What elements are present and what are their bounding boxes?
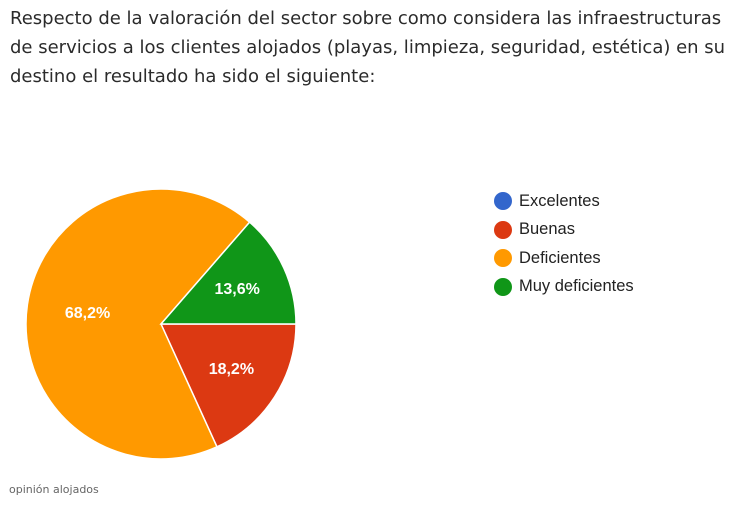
legend-label-buenas: Buenas [519, 220, 575, 239]
legend-swatch-excelentes [494, 192, 512, 211]
chart-legend: Excelentes Buenas Deficientes Muy defici… [494, 187, 634, 301]
intro-paragraph: Respecto de la valoración del sector sob… [10, 8, 726, 87]
legend-label-muy-deficientes: Muy deficientes [519, 277, 634, 296]
data-label-buenas: 18,2% [209, 361, 254, 378]
chart-caption: opinión alojados [9, 483, 99, 496]
legend-item-deficientes: Deficientes [494, 244, 634, 273]
legend-item-excelentes: Excelentes [494, 187, 634, 216]
legend-item-buenas: Buenas [494, 216, 634, 245]
legend-swatch-muy-deficientes [494, 277, 512, 296]
legend-swatch-buenas [494, 220, 512, 239]
legend-item-muy-deficientes: Muy deficientes [494, 273, 634, 302]
data-label-muy-deficientes: 13,6% [214, 281, 259, 298]
legend-swatch-deficientes [494, 249, 512, 268]
legend-label-deficientes: Deficientes [519, 248, 601, 267]
pie-slice-muy-deficientes [159, 221, 297, 325]
pie-slice-deficientes [25, 188, 251, 460]
data-label-deficientes: 68,2% [65, 305, 110, 322]
pie-slice-buenas [159, 323, 297, 448]
legend-label-excelentes: Excelentes [519, 191, 600, 210]
